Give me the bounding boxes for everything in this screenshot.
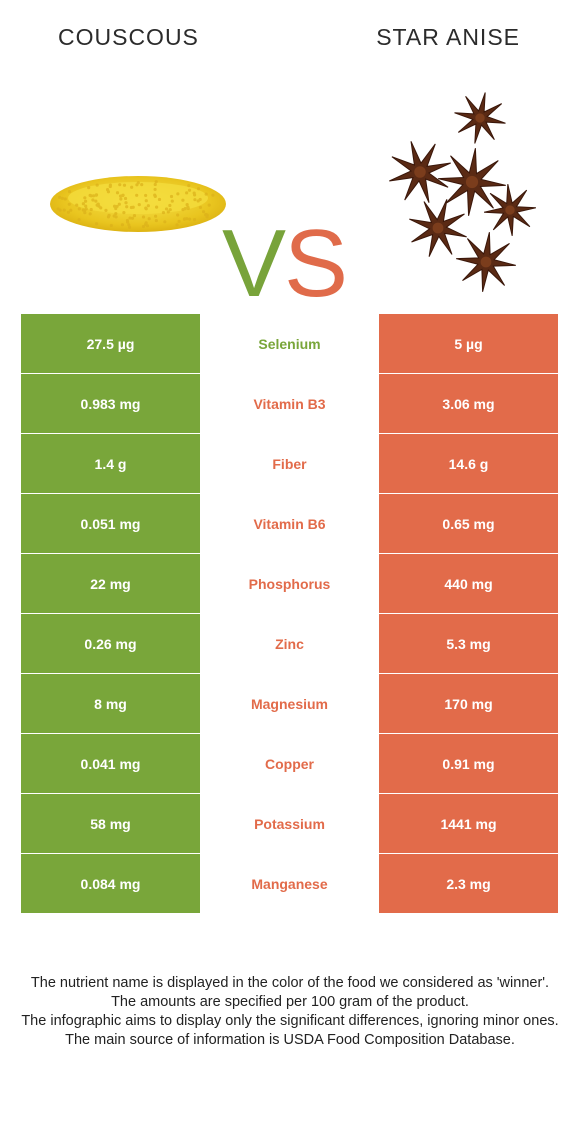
footer-line: The amounts are specified per 100 gram o… — [111, 994, 469, 1010]
table-row: 27.5 µg Selenium 5 µg — [21, 314, 558, 373]
left-value: 0.041 mg — [21, 734, 200, 793]
hero-images: VS — [0, 88, 580, 312]
nutrient-name: Fiber — [200, 434, 379, 493]
table-row: 0.041 mg Copper 0.91 mg — [21, 734, 558, 793]
left-value: 22 mg — [21, 554, 200, 613]
left-food-title: COUSCOUS — [58, 24, 199, 50]
left-value: 58 mg — [21, 794, 200, 853]
nutrient-name: Zinc — [200, 614, 379, 673]
nutrient-name: Manganese — [200, 854, 379, 913]
footer-line: The infographic aims to display only the… — [21, 1013, 559, 1029]
nutrient-name: Vitamin B6 — [200, 494, 379, 553]
table-row: 0.983 mg Vitamin B3 3.06 mg — [21, 374, 558, 433]
right-value: 2.3 mg — [379, 854, 558, 913]
footer-line: The nutrient name is displayed in the co… — [30, 975, 550, 991]
footer-line: The main source of information is USDA F… — [65, 1032, 515, 1048]
table-row: 1.4 g Fiber 14.6 g — [21, 434, 558, 493]
table-row: 58 mg Potassium 1441 mg — [21, 794, 558, 853]
right-value: 170 mg — [379, 674, 558, 733]
right-value: 14.6 g — [379, 434, 558, 493]
nutrient-name: Vitamin B3 — [200, 374, 379, 433]
table-row: 22 mg Phosphorus 440 mg — [21, 554, 558, 613]
right-value: 3.06 mg — [379, 374, 558, 433]
left-value: 0.983 mg — [21, 374, 200, 433]
nutrient-name: Phosphorus — [200, 554, 379, 613]
table-row: 8 mg Magnesium 170 mg — [21, 674, 558, 733]
right-value: 0.65 mg — [379, 494, 558, 553]
left-value: 0.084 mg — [21, 854, 200, 913]
right-value: 440 mg — [379, 554, 558, 613]
nutrient-name: Selenium — [200, 314, 379, 373]
left-value: 0.051 mg — [21, 494, 200, 553]
table-row: 0.26 mg Zinc 5.3 mg — [21, 614, 558, 673]
left-value: 27.5 µg — [21, 314, 200, 373]
right-value: 0.91 mg — [379, 734, 558, 793]
right-food-title: STAR ANISE — [376, 24, 520, 50]
left-value: 1.4 g — [21, 434, 200, 493]
vs-label: VS — [222, 210, 348, 317]
nutrient-name: Magnesium — [200, 674, 379, 733]
footer-notes: The nutrient name is displayed in the co… — [10, 974, 570, 1050]
table-row: 0.084 mg Manganese 2.3 mg — [21, 854, 558, 913]
right-value: 1441 mg — [379, 794, 558, 853]
table-row: 0.051 mg Vitamin B6 0.65 mg — [21, 494, 558, 553]
nutrient-name: Potassium — [200, 794, 379, 853]
right-value: 5.3 mg — [379, 614, 558, 673]
comparison-table: 27.5 µg Selenium 5 µg 0.983 mg Vitamin B3 3.0… — [21, 314, 558, 914]
right-value: 5 µg — [379, 314, 558, 373]
nutrient-name: Copper — [200, 734, 379, 793]
left-value: 8 mg — [21, 674, 200, 733]
left-value: 0.26 mg — [21, 614, 200, 673]
star-anise-image — [389, 92, 537, 292]
couscous-image — [50, 176, 226, 232]
